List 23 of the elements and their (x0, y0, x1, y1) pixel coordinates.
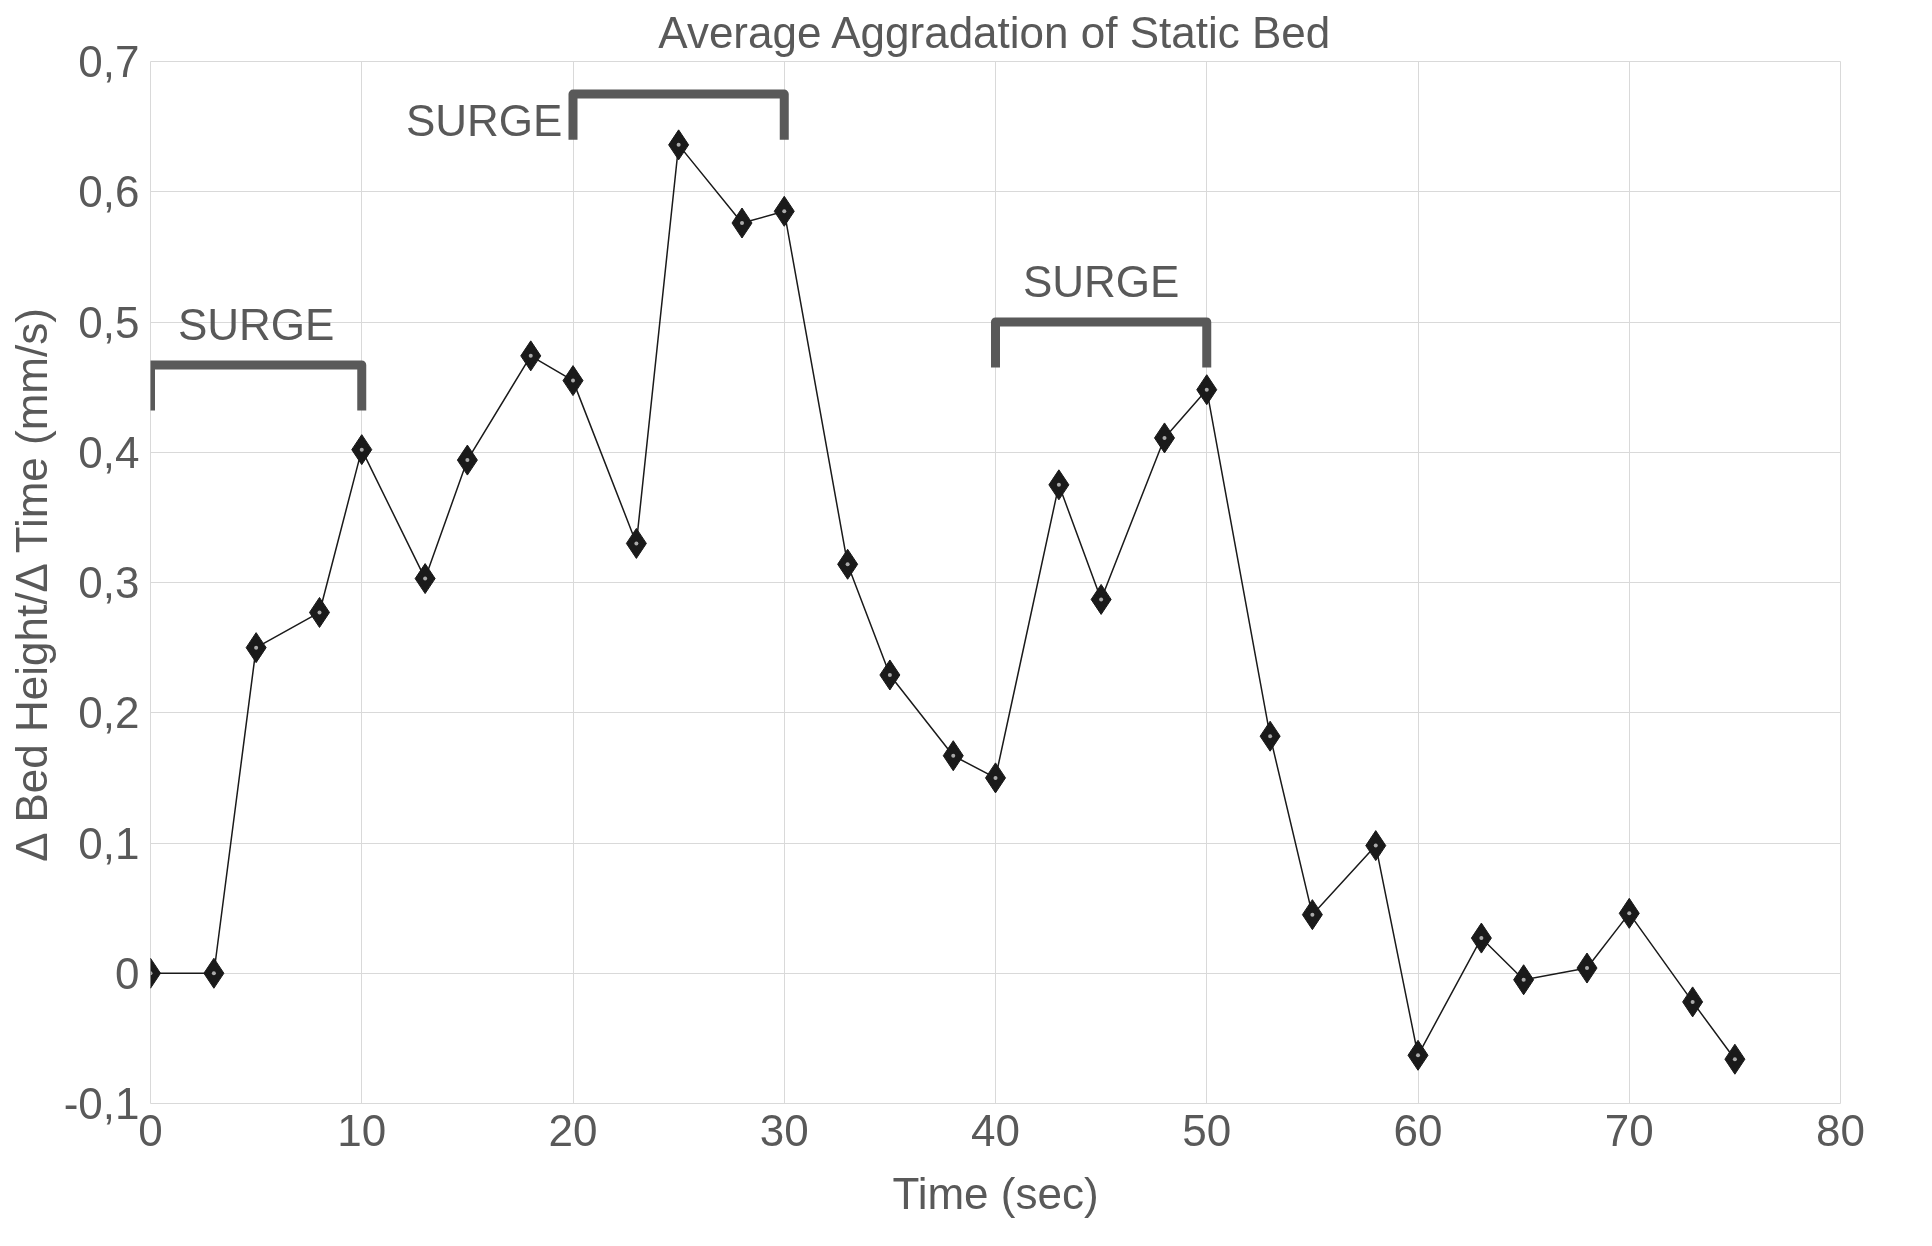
x-tick-label: 50 (1182, 1105, 1232, 1155)
x-tick-label: 40 (971, 1105, 1020, 1155)
y-tick-label: 0,2 (78, 688, 140, 738)
x-tick-label: 60 (1393, 1105, 1443, 1155)
y-tick-label: 0,3 (78, 558, 140, 607)
annotation: SURGE (405, 95, 563, 145)
y-tick-label: 0,1 (78, 818, 140, 868)
x-tick-label: 20 (548, 1105, 598, 1155)
y-axis-title: Δ Bed Height/Δ Time (mm/s) (6, 308, 56, 862)
annotation: SURGE (177, 300, 335, 350)
y-tick-label: 0,7 (78, 37, 140, 86)
y-tick-label: 0,4 (78, 427, 140, 477)
chart-title: Average Aggradation of Static Bed (658, 7, 1331, 57)
x-tick-label: 10 (337, 1105, 387, 1155)
x-tick-label: 30 (759, 1105, 809, 1155)
x-tick-label: 70 (1604, 1105, 1654, 1155)
annotation: SURGE (1022, 257, 1180, 307)
y-tick-label: 0,5 (78, 297, 140, 347)
y-tick-label: -0,1 (63, 1079, 140, 1128)
y-tick-label: 0,6 (78, 167, 140, 217)
x-axis-title: Time (sec) (892, 1168, 1099, 1218)
y-tick-label: 0 (115, 948, 140, 998)
x-tick-label: 80 (1816, 1105, 1865, 1155)
